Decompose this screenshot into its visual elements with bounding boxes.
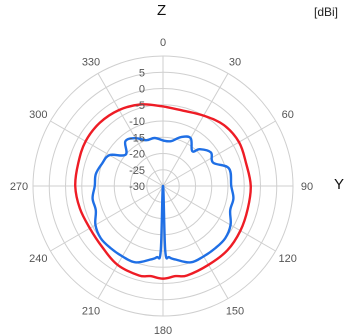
- angle-tick-label: 120: [279, 253, 297, 265]
- radial-tick-label: 0: [139, 84, 145, 96]
- series-layer: [74, 103, 252, 280]
- angle-tick-label: 60: [282, 109, 294, 121]
- top-axis-label: Z: [157, 2, 167, 19]
- angle-tick-label: 210: [82, 306, 100, 318]
- radial-tick-label: -15: [129, 132, 145, 144]
- angle-tick-label: 330: [82, 56, 100, 68]
- grid-spoke-210: [97, 185, 164, 299]
- angle-tick-label: 0: [160, 37, 166, 49]
- radial-tick-label: 5: [139, 67, 145, 79]
- right-axis-label: Y: [334, 176, 345, 193]
- radial-tick-label: -25: [129, 165, 145, 177]
- radial-tick-label: -5: [135, 100, 145, 112]
- angle-tick-labels: 0 30 60 90 120 150 180 210 240 270 300 330: [10, 37, 313, 334]
- angle-tick-label: 180: [154, 325, 172, 334]
- unit-label: [dBi]: [314, 5, 339, 19]
- grid-spoke-120: [162, 185, 276, 252]
- radial-tick-label: -10: [129, 116, 145, 128]
- grid-spoke-60: [162, 120, 276, 187]
- series-line-2: [91, 135, 235, 264]
- angle-tick-label: 270: [10, 181, 28, 193]
- grid-spoke-240: [50, 185, 164, 252]
- radial-tick-labels: 5 0 -5 -10 -15 -20 -25 -30: [129, 67, 145, 193]
- angle-tick-label: 90: [301, 181, 313, 193]
- angle-tick-label: 300: [29, 109, 47, 121]
- angle-tick-label: 150: [226, 306, 244, 318]
- grid-spoke-300: [50, 120, 164, 187]
- grid-spoke-150: [162, 185, 229, 299]
- radial-tick-label: -20: [129, 149, 145, 161]
- grid-spoke-330: [97, 73, 164, 187]
- series-line-1: [74, 103, 252, 280]
- angle-tick-label: 30: [229, 56, 241, 68]
- grid-spoke-30: [162, 73, 229, 187]
- angle-tick-label: 240: [29, 253, 47, 265]
- angular-grid: [33, 56, 293, 316]
- radial-tick-label: -30: [129, 181, 145, 193]
